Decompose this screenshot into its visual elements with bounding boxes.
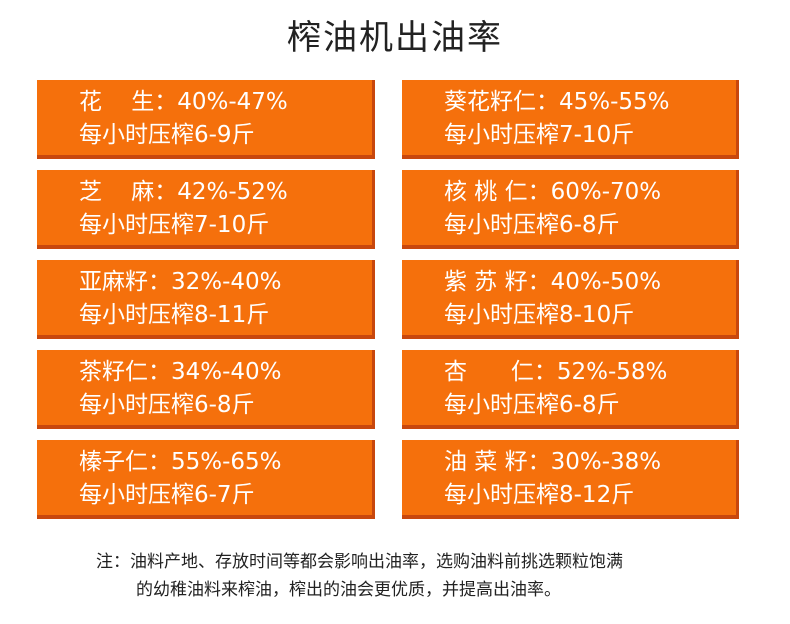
item-name: 亚麻籽 [79, 269, 148, 295]
card-walnut-kernel: 核 桃 仁：60%-70% 每小时压榨6-8斤 [402, 170, 739, 249]
item-rate: ：42%-52% [154, 179, 288, 205]
item-name: 芝 麻 [79, 179, 155, 205]
card-apricot-kernel: 杏 仁：52%-58% 每小时压榨6-8斤 [402, 350, 739, 429]
item-yield: 每小时压榨6-8斤 [444, 212, 620, 238]
card-rate-line: 紫 苏 籽：40%-50% [444, 266, 736, 299]
item-rate: ：60%-70% [527, 179, 662, 205]
item-yield: 每小时压榨6-7斤 [79, 482, 255, 508]
item-yield: 每小时压榨8-10斤 [444, 302, 635, 328]
item-yield: 每小时压榨6-9斤 [79, 122, 255, 148]
item-yield: 每小时压榨8-12斤 [444, 482, 635, 508]
footnote-line-1: 注：油料产地、存放时间等都会影响出油率，选购油料前挑选颗粒饱满 [96, 552, 623, 572]
item-rate: ：34%-40% [148, 359, 282, 385]
card-rate-line: 葵花籽仁：45%-55% [444, 86, 736, 119]
footnote: 注：油料产地、存放时间等都会影响出油率，选购油料前挑选颗粒饱满 的幼稚油料来榨油… [96, 548, 623, 604]
card-hazelnut-kernel: 榛子仁：55%-65% 每小时压榨6-7斤 [37, 440, 375, 519]
oil-yield-grid: 花 生：40%-47% 每小时压榨6-9斤 葵花籽仁：45%-55% 每小时压榨… [37, 80, 739, 520]
item-yield: 每小时压榨6-8斤 [79, 392, 255, 418]
footnote-line-2: 的幼稚油料来榨油，榨出的油会更优质，并提高出油率。 [136, 580, 561, 600]
item-rate: ：52%-58% [533, 359, 668, 385]
card-peanut: 花 生：40%-47% 每小时压榨6-9斤 [37, 80, 375, 159]
item-yield: 每小时压榨8-11斤 [79, 302, 270, 328]
item-rate: ：40%-50% [527, 269, 662, 295]
item-rate: ：30%-38% [527, 449, 662, 475]
card-rate-line: 亚麻籽：32%-40% [79, 266, 372, 299]
card-flaxseed: 亚麻籽：32%-40% 每小时压榨8-11斤 [37, 260, 375, 339]
item-name: 榛子仁 [79, 449, 148, 475]
item-yield: 每小时压榨7-10斤 [79, 212, 270, 238]
card-sunflower-kernel: 葵花籽仁：45%-55% 每小时压榨7-10斤 [402, 80, 739, 159]
card-rate-line: 芝 麻：42%-52% [79, 176, 372, 209]
item-name: 葵花籽仁 [444, 89, 536, 115]
card-perilla-seed: 紫 苏 籽：40%-50% 每小时压榨8-10斤 [402, 260, 739, 339]
card-tea-seed-kernel: 茶籽仁：34%-40% 每小时压榨6-8斤 [37, 350, 375, 429]
item-name: 茶籽仁 [79, 359, 148, 385]
card-rapeseed: 油 菜 籽：30%-38% 每小时压榨8-12斤 [402, 440, 739, 519]
card-sesame: 芝 麻：42%-52% 每小时压榨7-10斤 [37, 170, 375, 249]
item-yield: 每小时压榨7-10斤 [444, 122, 635, 148]
item-name: 核 桃 仁 [444, 179, 528, 205]
card-rate-line: 花 生：40%-47% [79, 86, 372, 119]
item-name: 油 菜 籽 [444, 449, 528, 475]
item-yield: 每小时压榨6-8斤 [444, 392, 620, 418]
item-rate: ：32%-40% [148, 269, 282, 295]
card-rate-line: 油 菜 籽：30%-38% [444, 446, 736, 479]
card-rate-line: 核 桃 仁：60%-70% [444, 176, 736, 209]
item-rate: ：55%-65% [148, 449, 282, 475]
item-rate: ：45%-55% [536, 89, 670, 115]
page-title: 榨油机出油率 [287, 18, 503, 58]
item-rate: ：40%-47% [154, 89, 288, 115]
card-rate-line: 榛子仁：55%-65% [79, 446, 372, 479]
card-rate-line: 杏 仁：52%-58% [444, 356, 736, 389]
item-name: 花 生 [79, 89, 155, 115]
item-name: 紫 苏 籽 [444, 269, 528, 295]
item-name: 杏 仁 [444, 359, 534, 385]
card-rate-line: 茶籽仁：34%-40% [79, 356, 372, 389]
